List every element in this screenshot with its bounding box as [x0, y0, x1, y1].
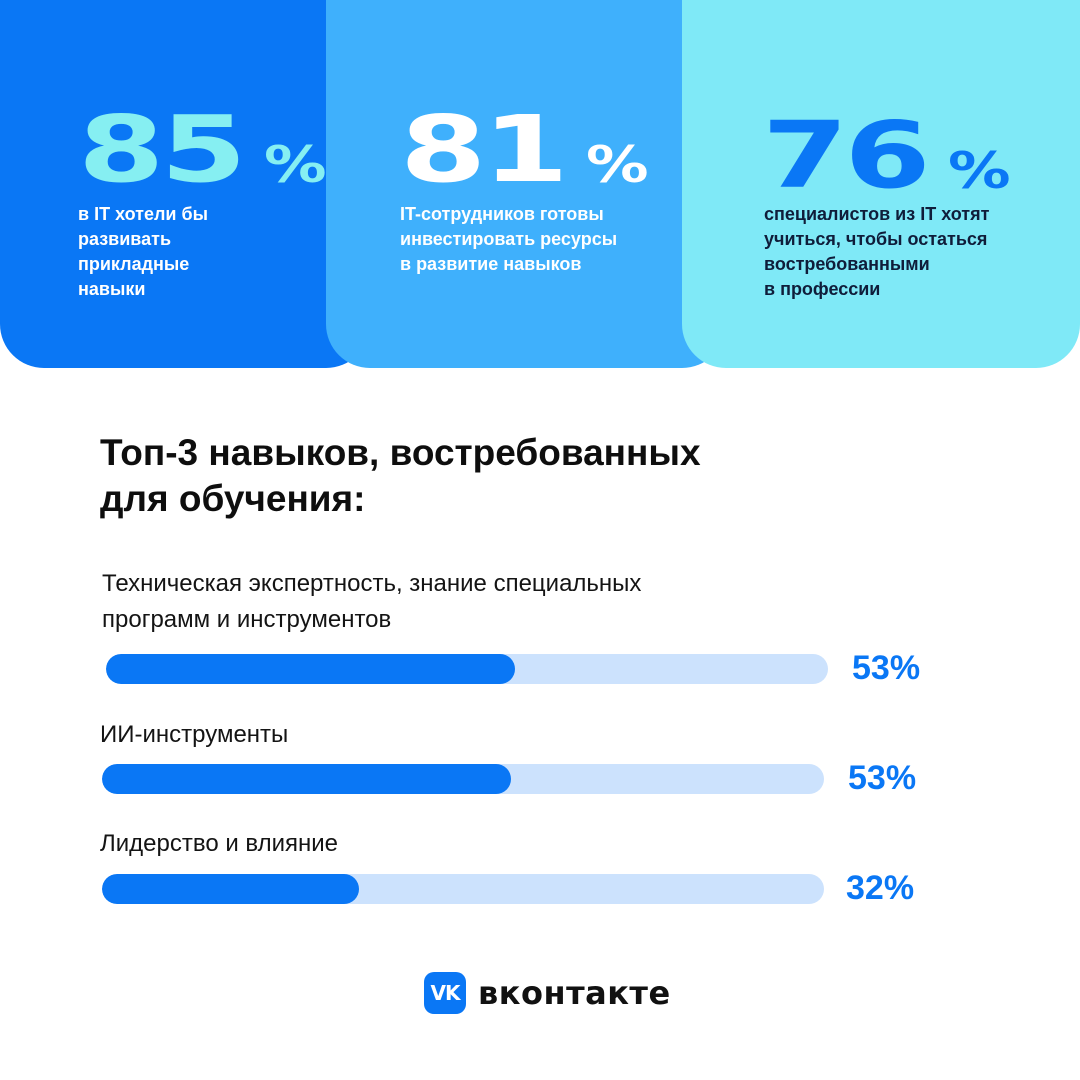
stat-card-2: 81 % IT-сотрудников готовы инвестировать…: [326, 0, 726, 368]
bar-value-label: 32%: [846, 869, 915, 907]
stat-description-line: в профессии: [764, 279, 881, 299]
stat-percent-sign-1: %: [264, 136, 327, 194]
bar-category-label-line: Лидерство и влияние: [100, 830, 339, 857]
stat-card-3: 76 % специалистов из IT хотят учиться, ч…: [682, 0, 1080, 368]
stat-description-1: в IT хотели бы развивать прикладные навы…: [78, 202, 338, 302]
stat-description-line: инвестировать ресурсы: [400, 229, 618, 249]
stat-number-value-1: 85: [78, 96, 247, 203]
bar-value-label: 53%: [848, 759, 917, 797]
bar-category-label-line: программ и инструментов: [102, 606, 392, 633]
stat-description-line: IT-сотрудников готовы: [400, 204, 604, 224]
stat-description-line: навыки: [78, 279, 146, 299]
bar-category-label-line: Техническая экспертность, знание специал…: [102, 570, 642, 597]
bar-category-label: Техническая экспертность, знание специал…: [102, 566, 641, 638]
stats-section: 85 % в IT хотели бы развивать прикладные…: [0, 0, 1080, 368]
vk-logo-icon: VK: [424, 972, 466, 1014]
stat-card-1: 85 % в IT хотели бы развивать прикладные…: [0, 0, 370, 368]
bar-category-label: ИИ-инструменты: [100, 717, 288, 753]
stat-description-line: развивать: [78, 229, 172, 249]
stat-number-1: 85 %: [78, 96, 327, 203]
bar: [102, 764, 511, 794]
stat-number-2: 81 %: [400, 96, 649, 203]
stat-description-line: в развитие навыков: [400, 254, 582, 274]
stat-percent-sign-2: %: [586, 136, 649, 194]
stat-description-line: востребованными: [764, 254, 930, 274]
brand: VK вконтакте: [424, 972, 671, 1014]
stat-description-3: специалистов из IT хотят учиться, чтобы …: [764, 202, 1064, 302]
chart-title-line: Топ-3 навыков, востребованных: [100, 432, 701, 473]
stat-number-value-3: 76: [762, 102, 931, 209]
stat-description-line: прикладные: [78, 254, 190, 274]
bar-track: [102, 874, 824, 904]
stat-number-value-2: 81: [400, 96, 569, 203]
bar: [102, 874, 360, 904]
stat-description-line: специалистов из IT хотят: [764, 204, 990, 224]
stat-description-line: учиться, чтобы остаться: [764, 229, 988, 249]
stat-percent-sign-3: %: [948, 142, 1011, 200]
bar-category-label-line: ИИ-инструменты: [100, 721, 289, 748]
bar-value-label: 53%: [852, 649, 921, 687]
bar-track: [102, 764, 824, 794]
chart-title-line: для обучения:: [100, 478, 366, 519]
bar-category-label: Лидерство и влияние: [100, 826, 338, 862]
stat-number-3: 76 %: [762, 102, 1011, 209]
stat-description-2: IT-сотрудников готовы инвестировать ресу…: [400, 202, 700, 277]
bar: [106, 654, 515, 684]
bar-track: [106, 654, 828, 684]
brand-name: вконтакте: [478, 974, 671, 1012]
chart-title: Топ-3 навыков, востребованных для обучен…: [100, 430, 701, 522]
stat-description-line: в IT хотели бы: [78, 204, 208, 224]
